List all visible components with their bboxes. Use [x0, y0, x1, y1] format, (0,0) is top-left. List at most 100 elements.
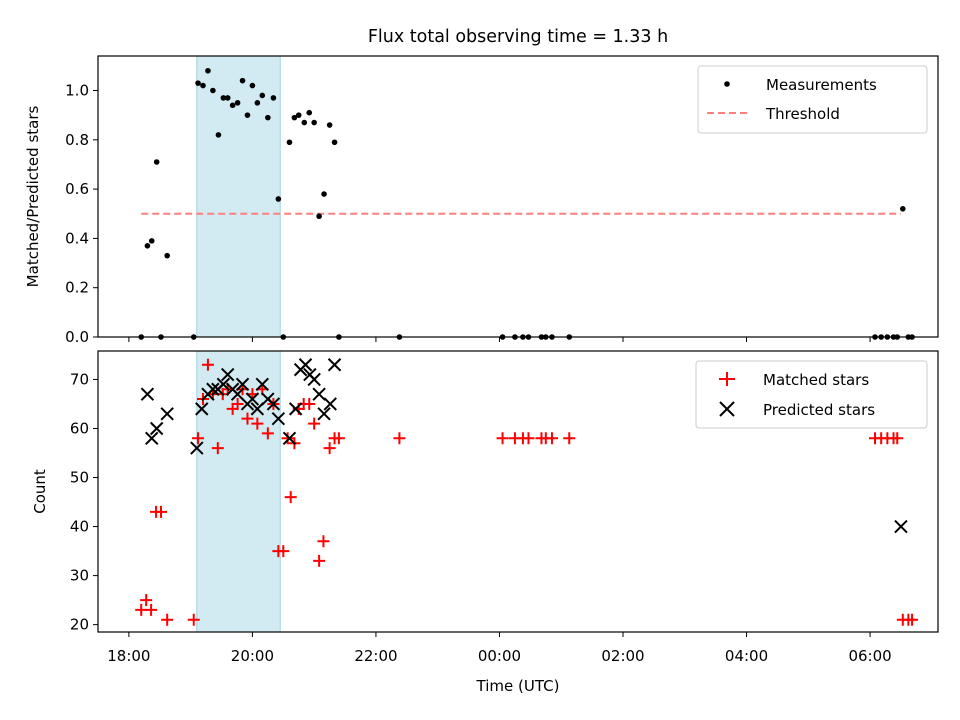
- measurement-point: [195, 80, 201, 86]
- bottom-legend: Matched stars Predicted stars: [695, 360, 928, 429]
- matched-star-point: [231, 397, 244, 410]
- predicted-star-point: [160, 407, 174, 421]
- measurement-point: [331, 139, 338, 146]
- measurement-point: [234, 100, 241, 106]
- measurement-point: [229, 102, 236, 109]
- predicted-star-point: [288, 402, 303, 416]
- legend-marker-measurements: [724, 81, 730, 87]
- top-plot-frame: [97, 55, 939, 338]
- top-panel: Flux total observing time = 1.33 h 0.0 0.…: [24, 27, 939, 346]
- measurement-point: [265, 114, 271, 121]
- measurement-point: [244, 112, 251, 118]
- predicted-star-point: [271, 411, 286, 426]
- shaded-interval: [196, 55, 281, 338]
- matched-star-point: [281, 432, 294, 445]
- legend-label-threshold: Threshold: [765, 105, 840, 123]
- predicted-stars-series: [140, 358, 908, 534]
- matched-star-point: [522, 432, 535, 445]
- measurement-point: [249, 82, 256, 89]
- predicted-star-point: [245, 392, 260, 406]
- matched-star-point: [284, 491, 297, 504]
- predicted-star-point: [323, 397, 337, 411]
- predicted-star-point: [312, 387, 326, 401]
- predicted-star-point: [298, 358, 313, 372]
- measurements-series: [138, 67, 915, 340]
- measurement-point: [316, 213, 322, 220]
- matched-star-point: [241, 412, 254, 425]
- predicted-star-point: [195, 402, 209, 416]
- matched-star-point: [906, 613, 919, 626]
- y-tick-label: 0.8: [65, 131, 89, 149]
- y-tick-label: 0.6: [65, 180, 89, 198]
- measurement-point: [254, 100, 261, 106]
- measurement-point: [239, 77, 246, 84]
- matched-star-point: [261, 427, 274, 440]
- y-tick-label: 0.0: [65, 328, 89, 346]
- measurement-point: [144, 242, 151, 249]
- x-tick-label: 00:00: [478, 647, 521, 665]
- y-tick-label: 50: [70, 469, 89, 487]
- y-tick-label: 40: [70, 518, 89, 536]
- predicted-star-point: [149, 421, 164, 436]
- predicted-star-point: [327, 358, 342, 372]
- measurement-point: [210, 87, 216, 94]
- matched-star-point: [277, 545, 290, 558]
- matched-star-point: [313, 554, 326, 567]
- predicted-star-point: [216, 377, 231, 392]
- matched-star-point: [323, 442, 336, 455]
- measurement-point: [321, 191, 327, 197]
- predicted-star-point: [255, 377, 270, 392]
- matched-star-point: [155, 505, 167, 518]
- matched-star-point: [251, 417, 264, 430]
- predicted-star-point: [206, 382, 220, 396]
- predicted-star-point: [317, 407, 331, 421]
- matched-star-point: [545, 432, 558, 445]
- bottom-legend-box: [695, 360, 928, 429]
- predicted-star-point: [220, 367, 235, 382]
- y-tick-label: 30: [70, 567, 89, 585]
- measurement-point: [153, 159, 160, 165]
- measurement-point: [286, 139, 293, 146]
- x-tick-label: 18:00: [107, 647, 150, 665]
- bottom-y-axis-label: Count: [31, 469, 49, 514]
- matched-star-point: [563, 432, 576, 445]
- x-tick-label: 04:00: [725, 647, 768, 665]
- matched-star-point: [496, 432, 509, 445]
- measurement-point: [200, 82, 206, 89]
- measurement-point: [291, 114, 298, 121]
- matched-star-point: [140, 594, 153, 607]
- y-tick-label: 0.4: [65, 229, 89, 247]
- top-legend-box: [697, 65, 928, 134]
- predicted-star-point: [145, 431, 159, 445]
- y-tick-label: 20: [70, 616, 89, 634]
- predicted-star-point: [140, 387, 155, 401]
- measurement-point: [275, 196, 282, 202]
- y-tick-label: 70: [70, 370, 89, 388]
- measurement-point: [270, 95, 277, 101]
- matched-star-point: [308, 417, 321, 430]
- legend-label-measurements: Measurements: [766, 76, 877, 94]
- measurement-point: [215, 132, 222, 138]
- bottom-plot-frame: [97, 350, 939, 633]
- measurement-point: [301, 119, 308, 126]
- matched-star-point: [891, 432, 904, 445]
- measurement-point: [311, 119, 317, 126]
- y-tick-label: 60: [70, 419, 89, 437]
- y-tick-label: 1.0: [65, 82, 89, 100]
- matched-star-point: [303, 397, 316, 410]
- legend-label-matched: Matched stars: [763, 371, 869, 389]
- measurement-point: [295, 112, 302, 118]
- measurement-point: [259, 92, 266, 99]
- x-tick-label: 22:00: [354, 647, 397, 665]
- matched-star-point: [161, 613, 174, 626]
- x-tick-label: 02:00: [601, 647, 644, 665]
- measurement-point: [220, 95, 227, 101]
- predicted-star-point: [307, 372, 321, 387]
- chart-title: Flux total observing time = 1.33 h: [368, 27, 668, 47]
- measurement-point: [326, 122, 333, 128]
- matched-star-point: [332, 432, 345, 445]
- measurement-point: [306, 109, 313, 116]
- legend-marker-matched: [719, 372, 735, 386]
- bottom-panel: 20 30 40 50 60 70 18:00 20:00 22:00 00:00 02:00 04…: [31, 350, 939, 695]
